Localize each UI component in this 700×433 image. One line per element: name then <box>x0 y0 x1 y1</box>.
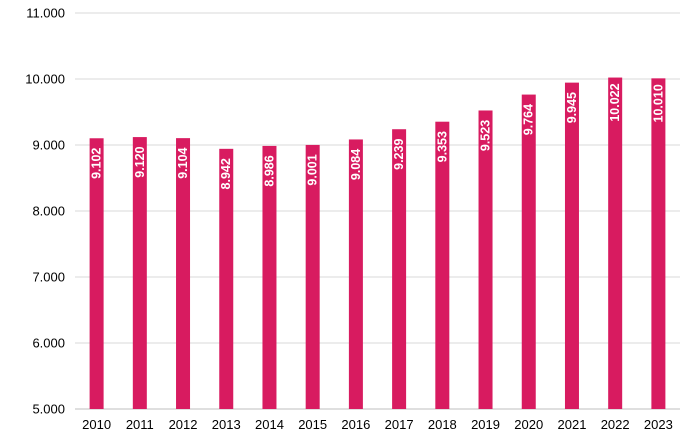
y-tick-label: 8.000 <box>32 204 65 219</box>
bar <box>564 82 579 409</box>
y-tick-label: 5.000 <box>32 402 65 417</box>
bar-data-label: 8.942 <box>219 158 233 189</box>
x-tick-label: 2019 <box>471 417 500 432</box>
bar-data-labels: 9.102 9.120 9.104 8.942 8.986 9.001 9.084 9.239… <box>90 83 666 189</box>
bar-data-label: 8.986 <box>262 155 276 186</box>
bar-data-label: 9.102 <box>90 148 104 179</box>
x-tick-label: 2014 <box>255 417 284 432</box>
x-tick-label: 2021 <box>558 417 587 432</box>
y-tick-label: 7.000 <box>32 270 65 285</box>
x-tick-label: 2022 <box>601 417 630 432</box>
bar <box>478 110 493 410</box>
bar <box>521 94 536 410</box>
bar <box>262 145 277 409</box>
gridlines <box>75 12 680 410</box>
x-tick-label: 2020 <box>514 417 543 432</box>
x-tick-label: 2017 <box>385 417 414 432</box>
x-tick-label: 2016 <box>341 417 370 432</box>
bar-data-label: 9.001 <box>306 154 320 185</box>
x-tick-label: 2011 <box>126 417 154 432</box>
x-axis-tick-labels: 2010 2011 2012 2013 2014 2015 2016 2017 2018 2019… <box>82 417 673 432</box>
bar-data-label: 9.104 <box>176 147 190 178</box>
bar <box>392 129 407 409</box>
bar <box>132 137 147 409</box>
bar <box>435 121 450 410</box>
bar-data-label: 9.239 <box>392 139 406 170</box>
x-tick-label: 2010 <box>82 417 111 432</box>
bar-data-label: 10.010 <box>651 84 665 122</box>
bar <box>305 144 320 409</box>
x-tick-label: 2015 <box>298 417 327 432</box>
y-tick-label: 11.000 <box>26 6 65 21</box>
bar <box>219 148 234 409</box>
bar-data-label: 10.022 <box>608 83 622 121</box>
bar <box>651 78 666 409</box>
y-tick-label: 9.000 <box>32 138 65 153</box>
bar <box>608 77 623 409</box>
bar <box>89 138 104 409</box>
y-axis-tick-labels: 5.000 6.000 7.000 8.000 9.000 10.000 11.000 <box>25 6 65 417</box>
x-tick-label: 2018 <box>428 417 457 432</box>
x-tick-label: 2023 <box>644 417 673 432</box>
bar-data-label: 9.084 <box>349 149 363 180</box>
bar <box>176 138 191 410</box>
bar-data-label: 9.523 <box>479 120 493 151</box>
bar-data-label: 9.945 <box>565 92 579 123</box>
y-tick-label: 10.000 <box>25 72 65 87</box>
y-tick-label: 6.000 <box>32 336 65 351</box>
bar <box>348 139 363 409</box>
bar-data-label: 9.353 <box>435 131 449 162</box>
x-tick-label: 2013 <box>212 417 241 432</box>
x-tick-label: 2012 <box>169 417 198 432</box>
bar-data-label: 9.120 <box>133 146 147 177</box>
bars <box>89 77 666 410</box>
bar-data-label: 9.764 <box>522 104 536 135</box>
